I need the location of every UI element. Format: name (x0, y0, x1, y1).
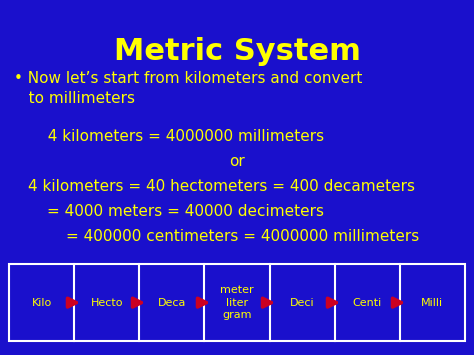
Text: Deci: Deci (290, 297, 314, 308)
Text: 4 kilometers = 4000000 millimeters: 4 kilometers = 4000000 millimeters (38, 129, 324, 144)
Text: Centi: Centi (352, 297, 382, 308)
Bar (9, 264, 465, 341)
Text: 4 kilometers = 40 hectometers = 400 decameters: 4 kilometers = 40 hectometers = 400 deca… (28, 179, 415, 194)
Text: or: or (229, 154, 245, 169)
Text: Deca: Deca (158, 297, 186, 308)
Text: = 400000 centimeters = 4000000 millimeters: = 400000 centimeters = 4000000 millimete… (66, 229, 419, 244)
Text: Milli: Milli (421, 297, 443, 308)
Text: • Now let’s start from kilometers and convert: • Now let’s start from kilometers and co… (14, 71, 363, 86)
Text: Metric System: Metric System (114, 37, 360, 66)
Text: to millimeters: to millimeters (14, 91, 135, 105)
Text: Kilo: Kilo (32, 297, 52, 308)
Text: = 4000 meters = 40000 decimeters: = 4000 meters = 40000 decimeters (47, 204, 324, 219)
Text: Hecto: Hecto (91, 297, 123, 308)
Text: meter
liter
gram: meter liter gram (220, 285, 254, 320)
